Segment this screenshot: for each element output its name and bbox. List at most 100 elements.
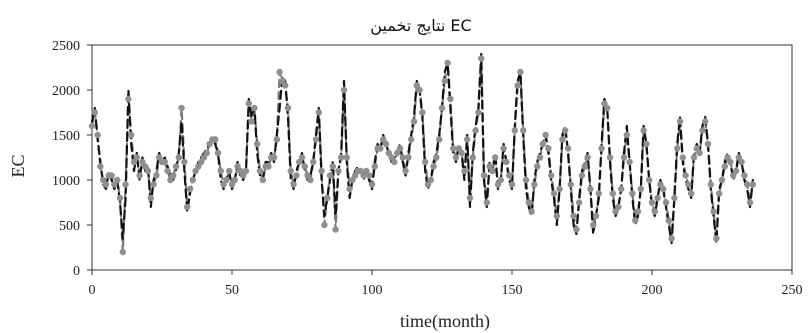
predicted-point (203, 149, 210, 157)
predicted-point (584, 154, 591, 161)
predicted-point (595, 190, 602, 197)
predicted-point (186, 185, 194, 193)
predicted-point (88, 122, 96, 130)
predicted-point (620, 154, 628, 161)
predicted-point (564, 145, 572, 152)
predicted-point (335, 167, 342, 175)
plot-frame (91, 44, 793, 271)
predicted-point (150, 181, 157, 188)
predicted-point (721, 163, 728, 170)
predicted-point (506, 172, 513, 179)
predicted-point (343, 154, 350, 161)
predicted-point (713, 235, 720, 242)
predicted-point (648, 199, 656, 206)
x-tick-label: 150 (502, 283, 523, 298)
predicted-point (184, 203, 191, 211)
predicted-point (436, 136, 443, 143)
predicted-point (223, 176, 230, 184)
predicted-point (276, 68, 283, 76)
predicted-point (662, 199, 670, 206)
predicted-point (408, 136, 415, 143)
predicted-point (147, 194, 154, 202)
predicted-point (366, 172, 373, 179)
predicted-point (514, 82, 521, 89)
predicted-point (189, 176, 196, 184)
predicted-point (153, 172, 160, 179)
predicted-point (685, 181, 692, 188)
predicted-point (590, 221, 597, 229)
predicted-point (581, 163, 588, 170)
predicted-point (405, 154, 412, 161)
predicted-point (668, 235, 675, 242)
predicted-point (503, 158, 510, 166)
predicted-point (592, 212, 600, 220)
predicted-point (525, 199, 532, 206)
predicted-point (419, 109, 426, 116)
predicted-point (265, 163, 272, 170)
predicted-point (441, 77, 448, 85)
y-tick-label: 1500 (52, 129, 80, 144)
predicted-point (282, 82, 289, 89)
predicted-point (116, 194, 124, 202)
predicted-point (326, 172, 334, 179)
predicted-point (520, 127, 527, 134)
predicted-point (450, 145, 457, 152)
predicted-point (536, 154, 544, 161)
predicted-point (315, 109, 322, 116)
predicted-point (293, 172, 300, 179)
predicted-point (744, 181, 751, 188)
predicted-point (178, 104, 185, 112)
predicted-point (226, 167, 233, 175)
predicted-point (284, 104, 292, 112)
x-tick-label: 200 (642, 283, 663, 298)
x-tick-label: 50 (225, 283, 239, 298)
predicted-point (346, 185, 353, 193)
predicted-point (676, 118, 684, 125)
predicted-point (632, 217, 639, 224)
predicted-point (287, 167, 294, 175)
predicted-point (310, 158, 317, 166)
predicted-point (643, 140, 650, 148)
predicted-point (438, 104, 446, 112)
predicted-point (522, 176, 530, 184)
predicted-point (447, 95, 454, 103)
predicted-point (626, 158, 633, 166)
predicted-point (749, 181, 756, 188)
predicted-point (464, 136, 471, 143)
predicted-point (623, 131, 630, 139)
predicted-point (604, 104, 611, 112)
predicted-point (301, 163, 308, 170)
predicted-point (242, 167, 250, 175)
predicted-point (699, 127, 706, 134)
predicted-point (746, 199, 754, 206)
predicted-point (430, 163, 437, 170)
predicted-point (606, 154, 614, 161)
predicted-point (217, 167, 224, 175)
predicted-point (259, 176, 266, 184)
predicted-point (340, 86, 348, 94)
predicted-point (377, 145, 384, 152)
predicted-point (716, 190, 723, 197)
predicted-point (578, 172, 586, 179)
y-tick-label: 500 (59, 219, 80, 234)
predicted-point (136, 172, 143, 179)
plot-layer: 0 500 1000 1500 2000 2500 0 50 100 150 200 250 (52, 39, 803, 298)
predicted-point (175, 154, 182, 161)
predicted-point (707, 181, 714, 188)
predicted-point (671, 194, 678, 202)
x-tick-label: 100 (362, 283, 383, 298)
predicted-point (391, 158, 398, 166)
predicted-point (609, 190, 616, 197)
predicted-point (704, 140, 712, 148)
predicted-point (307, 176, 314, 184)
predicted-point (497, 176, 504, 184)
predicted-point (416, 86, 423, 94)
predicted-point (690, 154, 698, 161)
predicted-point (618, 185, 625, 193)
predicted-point (256, 167, 264, 175)
predicted-point (508, 181, 516, 188)
predicted-point (598, 145, 605, 152)
predicted-point (119, 248, 127, 256)
predicted-point (651, 208, 658, 215)
